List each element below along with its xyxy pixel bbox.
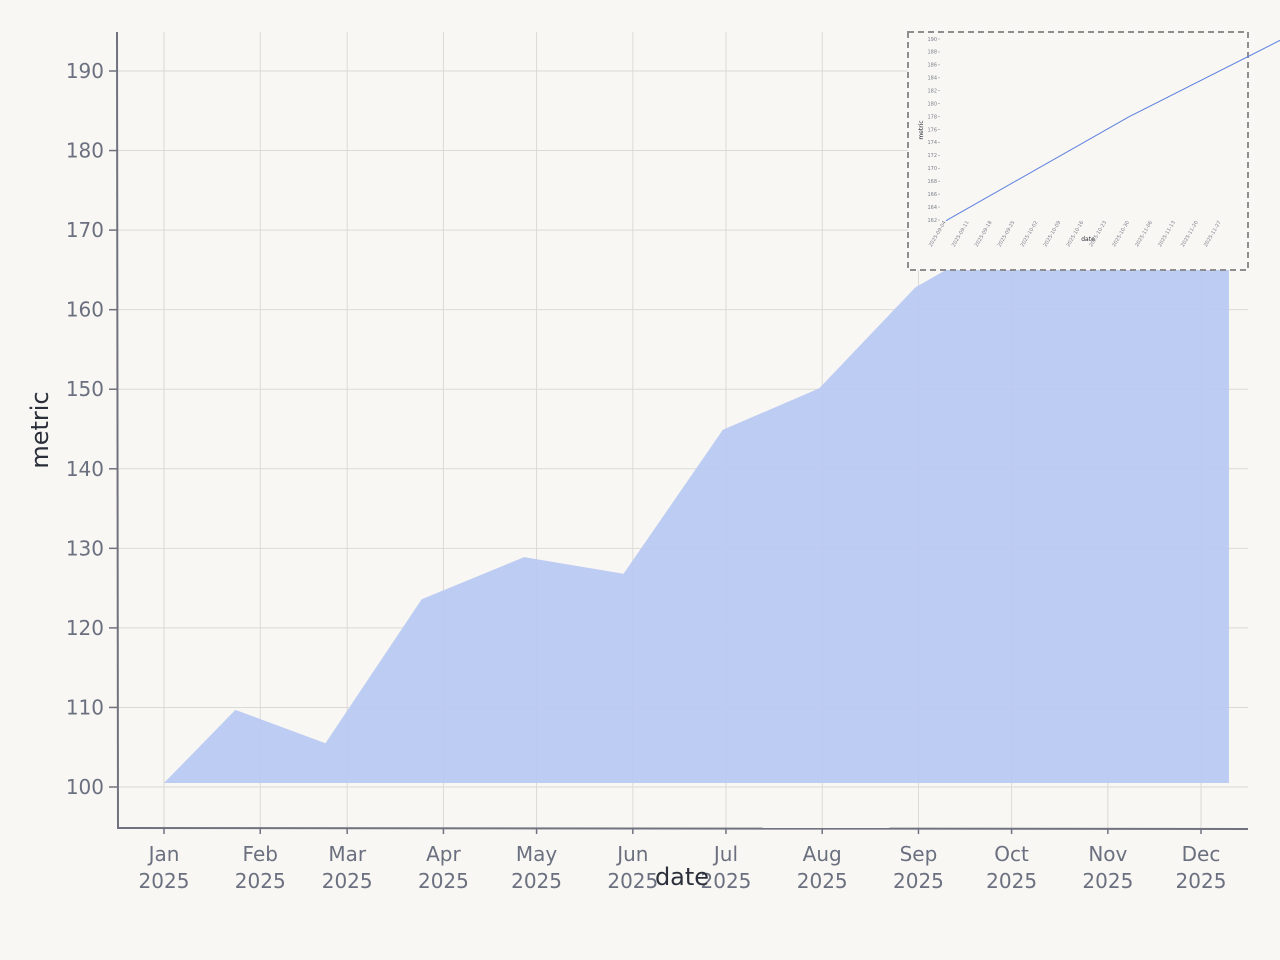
tick-labels: 100 110 120 130 140 150 160 170 180 190 Jan 2025 Feb… xyxy=(66,59,1227,893)
inset-y-tick-label: 168 xyxy=(927,179,937,185)
y-tick-label: 150 xyxy=(66,377,104,401)
x-tick-label-year: 2025 xyxy=(139,869,190,893)
y-axis-title: metric xyxy=(26,391,54,468)
x-tick-label-year: 2025 xyxy=(511,869,562,893)
x-tick-label-month: Aug xyxy=(803,842,842,866)
inset-y-tick-label: 166 xyxy=(927,192,937,198)
x-tick-label-month: Nov xyxy=(1088,842,1127,866)
x-tick-label-month: Dec xyxy=(1182,842,1221,866)
inset-chart: 162 164 166 168 170 172 174 176 178 180 182 184 186 1… xyxy=(907,31,1280,271)
y-tick-label: 170 xyxy=(66,218,104,242)
inset-frame xyxy=(907,31,1249,271)
x-tick-label-month: Apr xyxy=(426,842,461,866)
y-tick-label: 190 xyxy=(66,59,104,83)
inset-y-tick-label: 184 xyxy=(927,76,937,82)
x-tick-label-month: Oct xyxy=(994,842,1029,866)
y-axis-line xyxy=(116,31,119,829)
x-tick-label-month: Jul xyxy=(712,842,738,866)
inset-y-tick-label: 176 xyxy=(927,127,937,133)
x-tick-label-month: Feb xyxy=(243,842,278,866)
x-tick-label-year: 2025 xyxy=(235,869,286,893)
inset-y-tick-label: 190 xyxy=(927,37,937,43)
x-axis-line xyxy=(116,827,1249,830)
inset-y-tick-label: 170 xyxy=(927,166,937,172)
inset-y-tick-label: 188 xyxy=(927,50,937,56)
y-tick-label: 110 xyxy=(66,695,104,719)
x-tick-label-month: May xyxy=(516,842,558,866)
x-tick-label-month: Jan xyxy=(147,842,180,866)
inset-y-tick-label: 162 xyxy=(927,218,937,224)
x-tick-label-year: 2025 xyxy=(1082,869,1133,893)
x-tick-label-month: Mar xyxy=(328,842,367,866)
x-tick-label-year: 2025 xyxy=(322,869,373,893)
x-tick-label-year: 2025 xyxy=(797,869,848,893)
x-tick-label-month: Sep xyxy=(900,842,938,866)
inset-y-tick-label: 182 xyxy=(927,89,937,95)
inset-y-tick-label: 180 xyxy=(927,101,937,107)
x-tick-label-year: 2025 xyxy=(986,869,1037,893)
inset-x-axis-title: date xyxy=(1081,236,1095,243)
x-tick-label-month: Jun xyxy=(615,842,648,866)
inset-y-tick-label: 178 xyxy=(927,114,937,120)
area-series xyxy=(164,78,1229,784)
y-tick-label: 120 xyxy=(66,616,104,640)
y-tick-label: 160 xyxy=(66,298,104,322)
inset-y-axis-title: metric xyxy=(918,120,925,139)
inset-line-series xyxy=(945,39,1280,222)
y-tick-label: 130 xyxy=(66,536,104,560)
inset-y-tick-label: 174 xyxy=(927,140,937,146)
y-tick-label: 140 xyxy=(66,457,104,481)
inset-y-tick-label: 186 xyxy=(927,63,937,69)
x-tick-label-year: 2025 xyxy=(1176,869,1227,893)
x-tick-label-year: 2025 xyxy=(893,869,944,893)
x-axis-title: date xyxy=(655,863,709,891)
x-tick-label-year: 2025 xyxy=(607,869,658,893)
x-tick-label-year: 2025 xyxy=(418,869,469,893)
x-tick-label-year: 2025 xyxy=(701,869,752,893)
inset-y-tick-label: 164 xyxy=(927,205,937,211)
y-tick-label: 100 xyxy=(66,775,104,799)
inset-y-tick-label: 172 xyxy=(927,153,937,159)
y-tick-label: 180 xyxy=(66,139,104,163)
axes xyxy=(116,31,1249,830)
